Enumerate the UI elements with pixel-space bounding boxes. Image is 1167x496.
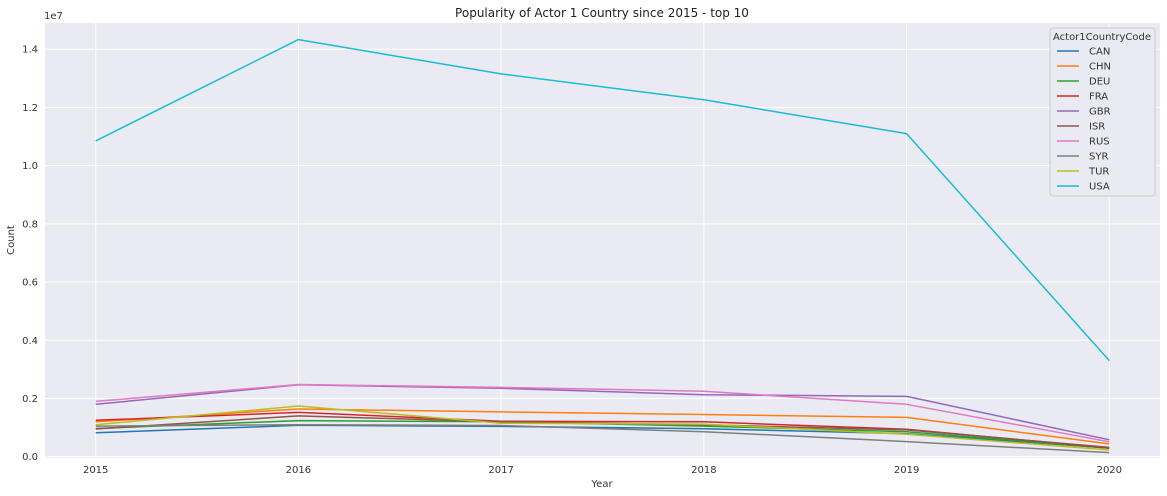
y-tick-label: 1.0 (22, 161, 38, 172)
y-tick-label: 1.4 (22, 45, 38, 56)
series-lines (95, 38, 1110, 454)
legend-title: Actor1CountryCode (1053, 32, 1151, 43)
series-line-usa (95, 38, 1110, 362)
y-axis-label: Count (6, 225, 17, 255)
y-tick-label: 0.0 (22, 452, 38, 463)
legend-label-tur: TUR (1088, 167, 1109, 178)
legend-box (1049, 27, 1156, 197)
y-tick-label: 0.8 (22, 219, 38, 230)
legend-label-deu: DEU (1089, 77, 1110, 88)
y-tick-label: 0.4 (22, 336, 38, 347)
series-line-syr (95, 423, 1110, 454)
legend-label-isr: ISR (1089, 122, 1105, 133)
legend-label-chn: CHN (1089, 62, 1111, 73)
legend-label-syr: SYR (1089, 152, 1108, 163)
x-axis-ticks: 2015 2016 2017 2018 2019 2020 (83, 465, 1122, 476)
series-line-can (95, 424, 1110, 449)
x-tick-label: 2020 (1097, 465, 1122, 476)
legend-label-gbr: GBR (1089, 107, 1111, 118)
plot-area (45, 23, 1160, 458)
series-line-tur (95, 405, 1110, 451)
legend-label-fra: FRA (1089, 92, 1108, 103)
x-tick-label: 2019 (894, 465, 919, 476)
y-axis-ticks: 0.0 0.2 0.4 0.6 0.8 1.0 1.2 1.4 (22, 45, 38, 463)
x-axis-label: Year (590, 479, 613, 490)
legend-label-usa: USA (1089, 182, 1110, 193)
chart-title: Popularity of Actor 1 Country since 2015… (455, 6, 749, 20)
series-line-rus (95, 383, 1110, 443)
series-line-chn (95, 408, 1110, 445)
x-tick-label: 2018 (691, 465, 716, 476)
y-offset-label: 1e7 (44, 11, 63, 22)
y-tick-label: 0.2 (22, 394, 38, 405)
legend-label-rus: RUS (1089, 137, 1110, 148)
legend-label-can: CAN (1089, 47, 1110, 58)
x-tick-label: 2016 (286, 465, 311, 476)
legend-items: CAN CHN DEU FRA GBR ISR RUS SYR TUR USA (1057, 47, 1111, 193)
y-tick-label: 1.2 (22, 103, 38, 114)
y-offset-text: 1e7 (44, 11, 63, 22)
y-tick-label: 0.6 (22, 278, 38, 289)
legend: Actor1CountryCode CAN CHN DEU FRA GBR ISR RUS S… (1049, 27, 1156, 197)
x-tick-label: 2017 (488, 465, 513, 476)
x-tick-label: 2015 (83, 465, 108, 476)
